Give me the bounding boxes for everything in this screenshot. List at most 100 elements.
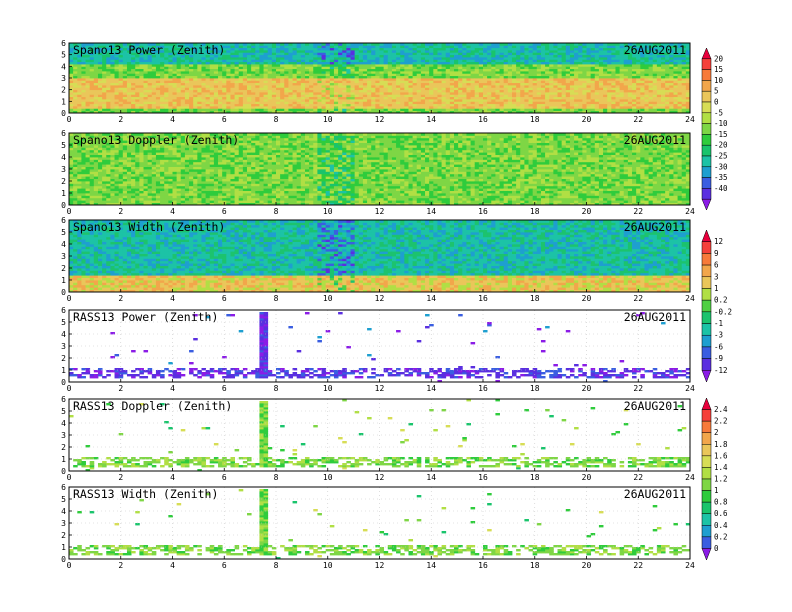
heatmap-cell: [458, 75, 463, 79]
heatmap-cell: [516, 96, 521, 100]
heatmap-cell: [102, 59, 107, 63]
heatmap-cell: [487, 96, 492, 100]
heatmap-cell: [106, 137, 111, 141]
heatmap-cell: [677, 96, 683, 100]
heatmap-cell: [276, 50, 281, 53]
heatmap-cell: [487, 75, 492, 79]
heatmap-cell: [73, 66, 78, 70]
heatmap-cell: [135, 75, 140, 79]
heatmap-cell: [271, 96, 277, 100]
heatmap-cell: [77, 80, 82, 84]
heatmap-cell: [524, 43, 529, 46]
heatmap-cell: [155, 57, 161, 60]
heatmap-cell: [590, 47, 596, 51]
heatmap-cell: [180, 50, 186, 53]
heatmap-cell: [565, 75, 571, 79]
heatmap-cell: [118, 89, 124, 93]
heatmap-cell: [367, 68, 372, 72]
heatmap-cell: [201, 50, 207, 53]
heatmap-cell: [226, 50, 231, 53]
heatmap-cell: [665, 101, 670, 105]
heatmap-cell: [661, 92, 666, 95]
heatmap-cell: [669, 110, 674, 114]
heatmap-cell: [362, 106, 368, 109]
heatmap-cell: [126, 96, 132, 100]
heatmap-cell: [565, 110, 571, 114]
heatmap-cell: [400, 85, 405, 88]
heatmap-cell: [553, 50, 558, 53]
heatmap-cell: [346, 110, 351, 114]
heatmap-cell: [222, 64, 227, 67]
heatmap-cell: [598, 94, 604, 98]
heatmap-cell: [540, 75, 546, 79]
heatmap-cell: [321, 47, 327, 51]
heatmap-cell: [665, 73, 670, 77]
heatmap-cell: [342, 68, 347, 72]
heatmap-cell: [122, 197, 128, 201]
heatmap-cell: [632, 89, 637, 93]
heatmap-cell: [354, 75, 360, 79]
heatmap-cell: [247, 73, 252, 77]
heatmap-cell: [528, 89, 534, 93]
heatmap-cell: [615, 66, 621, 70]
heatmap-cell: [648, 59, 654, 63]
heatmap-cell: [184, 66, 190, 70]
heatmap-cell: [77, 87, 82, 91]
heatmap-cell: [230, 108, 235, 112]
heatmap-cell: [300, 68, 306, 72]
heatmap-cell: [598, 54, 604, 58]
heatmap-cell: [300, 101, 306, 105]
heatmap-cell: [333, 78, 339, 81]
heatmap-cell: [474, 54, 480, 58]
heatmap-cell: [615, 87, 621, 91]
heatmap-cell: [350, 71, 356, 74]
heatmap-cell: [180, 82, 186, 86]
heatmap-cell: [350, 64, 356, 67]
heatmap-cell: [135, 45, 140, 49]
heatmap-cell: [350, 87, 356, 91]
heatmap-cell: [276, 75, 281, 79]
heatmap-cell: [553, 96, 558, 100]
heatmap-cell: [387, 59, 393, 63]
heatmap-cell: [652, 68, 658, 72]
heatmap-cell: [292, 99, 298, 102]
heatmap-cell: [143, 66, 149, 70]
heatmap-cell: [209, 66, 215, 70]
heatmap-cell: [77, 50, 82, 53]
heatmap-cell: [184, 54, 190, 58]
heatmap-cell: [685, 68, 691, 72]
heatmap-cell: [114, 82, 120, 86]
heatmap-cell: [118, 161, 124, 165]
heatmap-cell: [507, 87, 513, 91]
heatmap-cell: [259, 92, 264, 95]
heatmap-cell: [524, 78, 529, 81]
heatmap-cell: [209, 96, 215, 100]
heatmap-cell: [346, 82, 351, 86]
heatmap-cell: [574, 106, 579, 109]
heatmap-cell: [271, 68, 277, 72]
heatmap-cell: [383, 103, 389, 107]
heatmap-cell: [69, 78, 74, 81]
heatmap-cell: [387, 99, 393, 102]
heatmap-cell: [561, 50, 567, 53]
heatmap-cell: [118, 140, 124, 143]
heatmap-cell: [420, 71, 426, 74]
heatmap-cell: [549, 71, 554, 74]
heatmap-cell: [574, 73, 579, 77]
heatmap-cell: [110, 164, 115, 167]
heatmap-cell: [673, 54, 678, 58]
heatmap-cell: [553, 110, 558, 114]
heatmap-cell: [404, 68, 409, 72]
heatmap-cell: [594, 47, 600, 51]
heatmap-cell: [184, 52, 190, 56]
heatmap-cell: [648, 82, 654, 86]
heatmap-cell: [685, 89, 691, 93]
heatmap-cell: [685, 64, 691, 67]
heatmap-cell: [209, 82, 215, 86]
heatmap-cell: [474, 66, 480, 70]
heatmap-cell: [420, 80, 426, 84]
heatmap-cell: [350, 57, 356, 60]
heatmap-cell: [441, 52, 447, 56]
heatmap-cell: [598, 96, 604, 100]
heatmap-cell: [172, 52, 178, 56]
